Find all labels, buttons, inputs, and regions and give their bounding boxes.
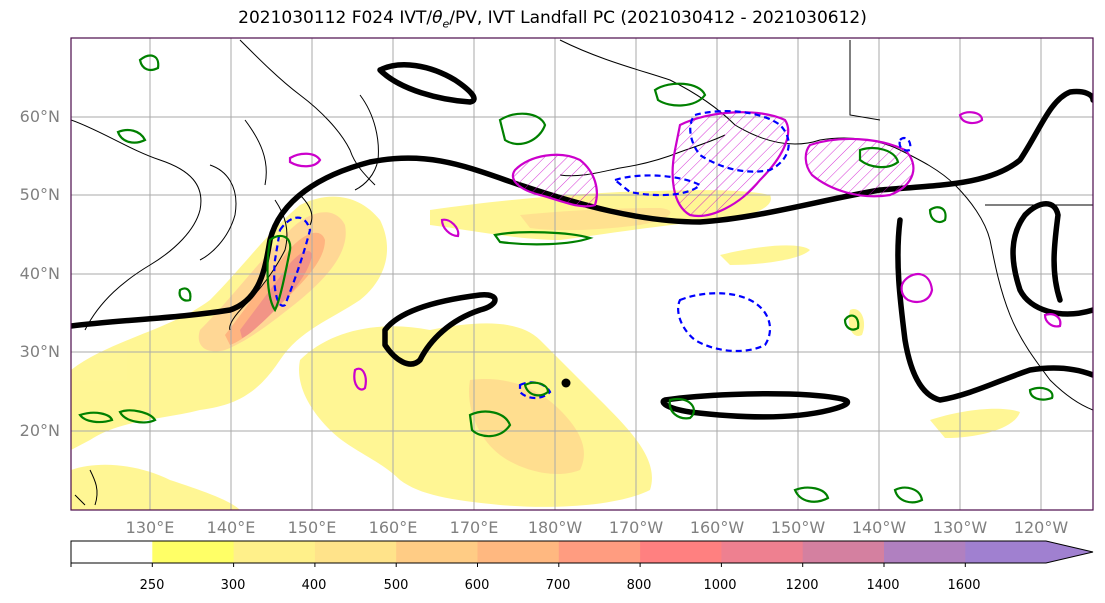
- colorbar-label-1600: 1600: [947, 578, 980, 593]
- colorbar-outline: [70, 540, 1094, 564]
- colorbar-label-800: 800: [627, 578, 652, 593]
- lon-label-140e: 140°E: [207, 518, 256, 537]
- thetae-contour-subtropical-loop: [382, 292, 498, 367]
- colorbar-label-300: 300: [221, 578, 246, 593]
- title-theta-subscript: e: [442, 17, 450, 31]
- lat-label-20n: 20°N: [20, 421, 60, 440]
- pv-positive-contours: [78, 54, 1054, 504]
- thetae-contour-east-pacific: [895, 201, 1093, 403]
- colorbar-label-700: 700: [546, 578, 571, 593]
- pv-negative-contour-1: [689, 110, 790, 173]
- pv-positive-contour-2: [116, 129, 147, 144]
- pv-negative-contour-4: [273, 216, 312, 307]
- coastline-asia: [71, 39, 376, 331]
- lon-label-140w: 140°W: [852, 518, 907, 537]
- colorbar-label-600: 600: [465, 578, 490, 593]
- pv-positive-contour-1: [138, 54, 160, 71]
- coastline-taiwan-philippines: [74, 469, 98, 506]
- colorbar-swatch-0: [71, 541, 153, 563]
- lon-label-150e: 150°E: [288, 518, 337, 537]
- colorbar-label-250: 250: [140, 578, 165, 593]
- colorbar-swatch-9: [802, 541, 885, 563]
- lon-label-150w: 150°W: [771, 518, 826, 537]
- colorbar-label-1200: 1200: [785, 578, 818, 593]
- ivt-pc-contour-7: [440, 218, 460, 238]
- colorbar-swatch-5: [477, 541, 560, 563]
- lat-label-30n: 30°N: [20, 342, 60, 361]
- pv-positive-contour-11: [893, 486, 924, 504]
- pv-positive-contour-10: [668, 397, 695, 420]
- colorbar-label-1400: 1400: [866, 578, 899, 593]
- thetae-contour-north-loop: [377, 62, 477, 105]
- pv-positive-contour-13: [928, 206, 947, 224]
- ivt-pc-contour-3: [804, 137, 915, 198]
- colorbar-swatch-1: [152, 541, 235, 563]
- colorbar-swatch-6: [558, 541, 641, 563]
- coastline-north-america: [954, 184, 1093, 411]
- pv-positive-contour-8: [266, 234, 292, 313]
- ivt-pc-contours: [288, 111, 1062, 391]
- title-prefix: 2021030112 F024 IVT/: [238, 8, 433, 28]
- ivt-pc-contour-6: [353, 367, 367, 391]
- map-plot-area: [71, 38, 1093, 510]
- pv-positive-contour-5: [653, 82, 707, 107]
- pv-positive-contour-12: [793, 486, 830, 503]
- thetae-contour-east-loop: [660, 391, 851, 420]
- lon-label-160w: 160°W: [690, 518, 745, 537]
- pv-positive-contour-18: [118, 409, 157, 424]
- ivt-pc-contour-1: [512, 153, 598, 208]
- latitude-labels: 60°N 50°N 40°N 30°N 20°N: [20, 107, 60, 440]
- colorbar-label-400: 400: [302, 578, 327, 593]
- ivt-pc-contour-8: [958, 111, 984, 125]
- ivt-pc-contour-4: [900, 272, 934, 304]
- pv-positive-contour-9: [523, 381, 550, 397]
- lat-label-50n: 50°N: [20, 185, 60, 204]
- pv-positive-contour-4: [493, 231, 594, 246]
- lon-label-130e: 130°E: [126, 518, 175, 537]
- colorbar-swatch-2: [233, 541, 316, 563]
- colorbar-label-500: 500: [384, 578, 409, 593]
- pv-positive-contour-17: [843, 314, 860, 331]
- lon-label-160e: 160°E: [369, 518, 418, 537]
- colorbar-label-1000: 1000: [703, 578, 736, 593]
- title-suffix: /PV, IVT Landfall PC (2021030412 - 20210…: [449, 8, 867, 28]
- colorbar-swatch-8: [721, 541, 804, 563]
- ivt-shading-central-east: [720, 245, 810, 265]
- pv-positive-contour-15: [78, 411, 114, 424]
- pv-positive-contour-3: [498, 112, 547, 146]
- colorbar-swatch-4: [396, 541, 478, 563]
- lon-label-170w: 170°W: [609, 518, 664, 537]
- longitude-labels: 130°E 140°E 150°E 160°E 170°E 180°W 170°…: [126, 518, 1069, 537]
- map-title: 2021030112 F024 IVT/θe/PV, IVT Landfall …: [0, 8, 1105, 30]
- colorbar-swatch-10: [884, 541, 966, 563]
- pv-positive-contour-16: [1028, 386, 1054, 401]
- lat-label-60n: 60°N: [20, 107, 60, 126]
- ivt-pc-contour-5: [288, 152, 322, 168]
- ivt-shading-southwest: [71, 464, 240, 510]
- ivt-pc-contour-9: [1043, 313, 1062, 328]
- pv-positive-contour-6: [858, 146, 900, 169]
- lon-label-120w: 120°W: [1014, 518, 1069, 537]
- colorbar-swatch-extend: [965, 541, 1093, 563]
- pv-positive-contour-14: [178, 287, 192, 302]
- pv-negative-contour-6: [898, 136, 912, 152]
- colorbar-ticks: [70, 563, 966, 567]
- ivt-shading: [71, 190, 1020, 510]
- ivt-shading-ar-core-inner: [240, 250, 312, 338]
- map-frame: [70, 37, 1094, 511]
- pv-positive-contour-7: [468, 410, 512, 438]
- lon-label-170e: 170°E: [450, 518, 499, 537]
- colorbar-swatches: [71, 541, 1093, 563]
- lat-label-40n: 40°N: [20, 264, 60, 283]
- colorbar-labels: 250 300 400 500 600 700 800 1000 1200 14…: [140, 578, 981, 593]
- colorbar: 250 300 400 500 600 700 800 1000 1200 14…: [70, 540, 1094, 593]
- pv-negative-contour-3: [677, 292, 772, 353]
- colorbar-swatch-3: [314, 541, 397, 563]
- point-marker: [561, 378, 571, 388]
- colorbar-swatch-7: [640, 541, 722, 563]
- lon-label-180w: 180°W: [528, 518, 583, 537]
- title-theta: θ: [432, 8, 443, 28]
- lon-label-130w: 130°W: [933, 518, 988, 537]
